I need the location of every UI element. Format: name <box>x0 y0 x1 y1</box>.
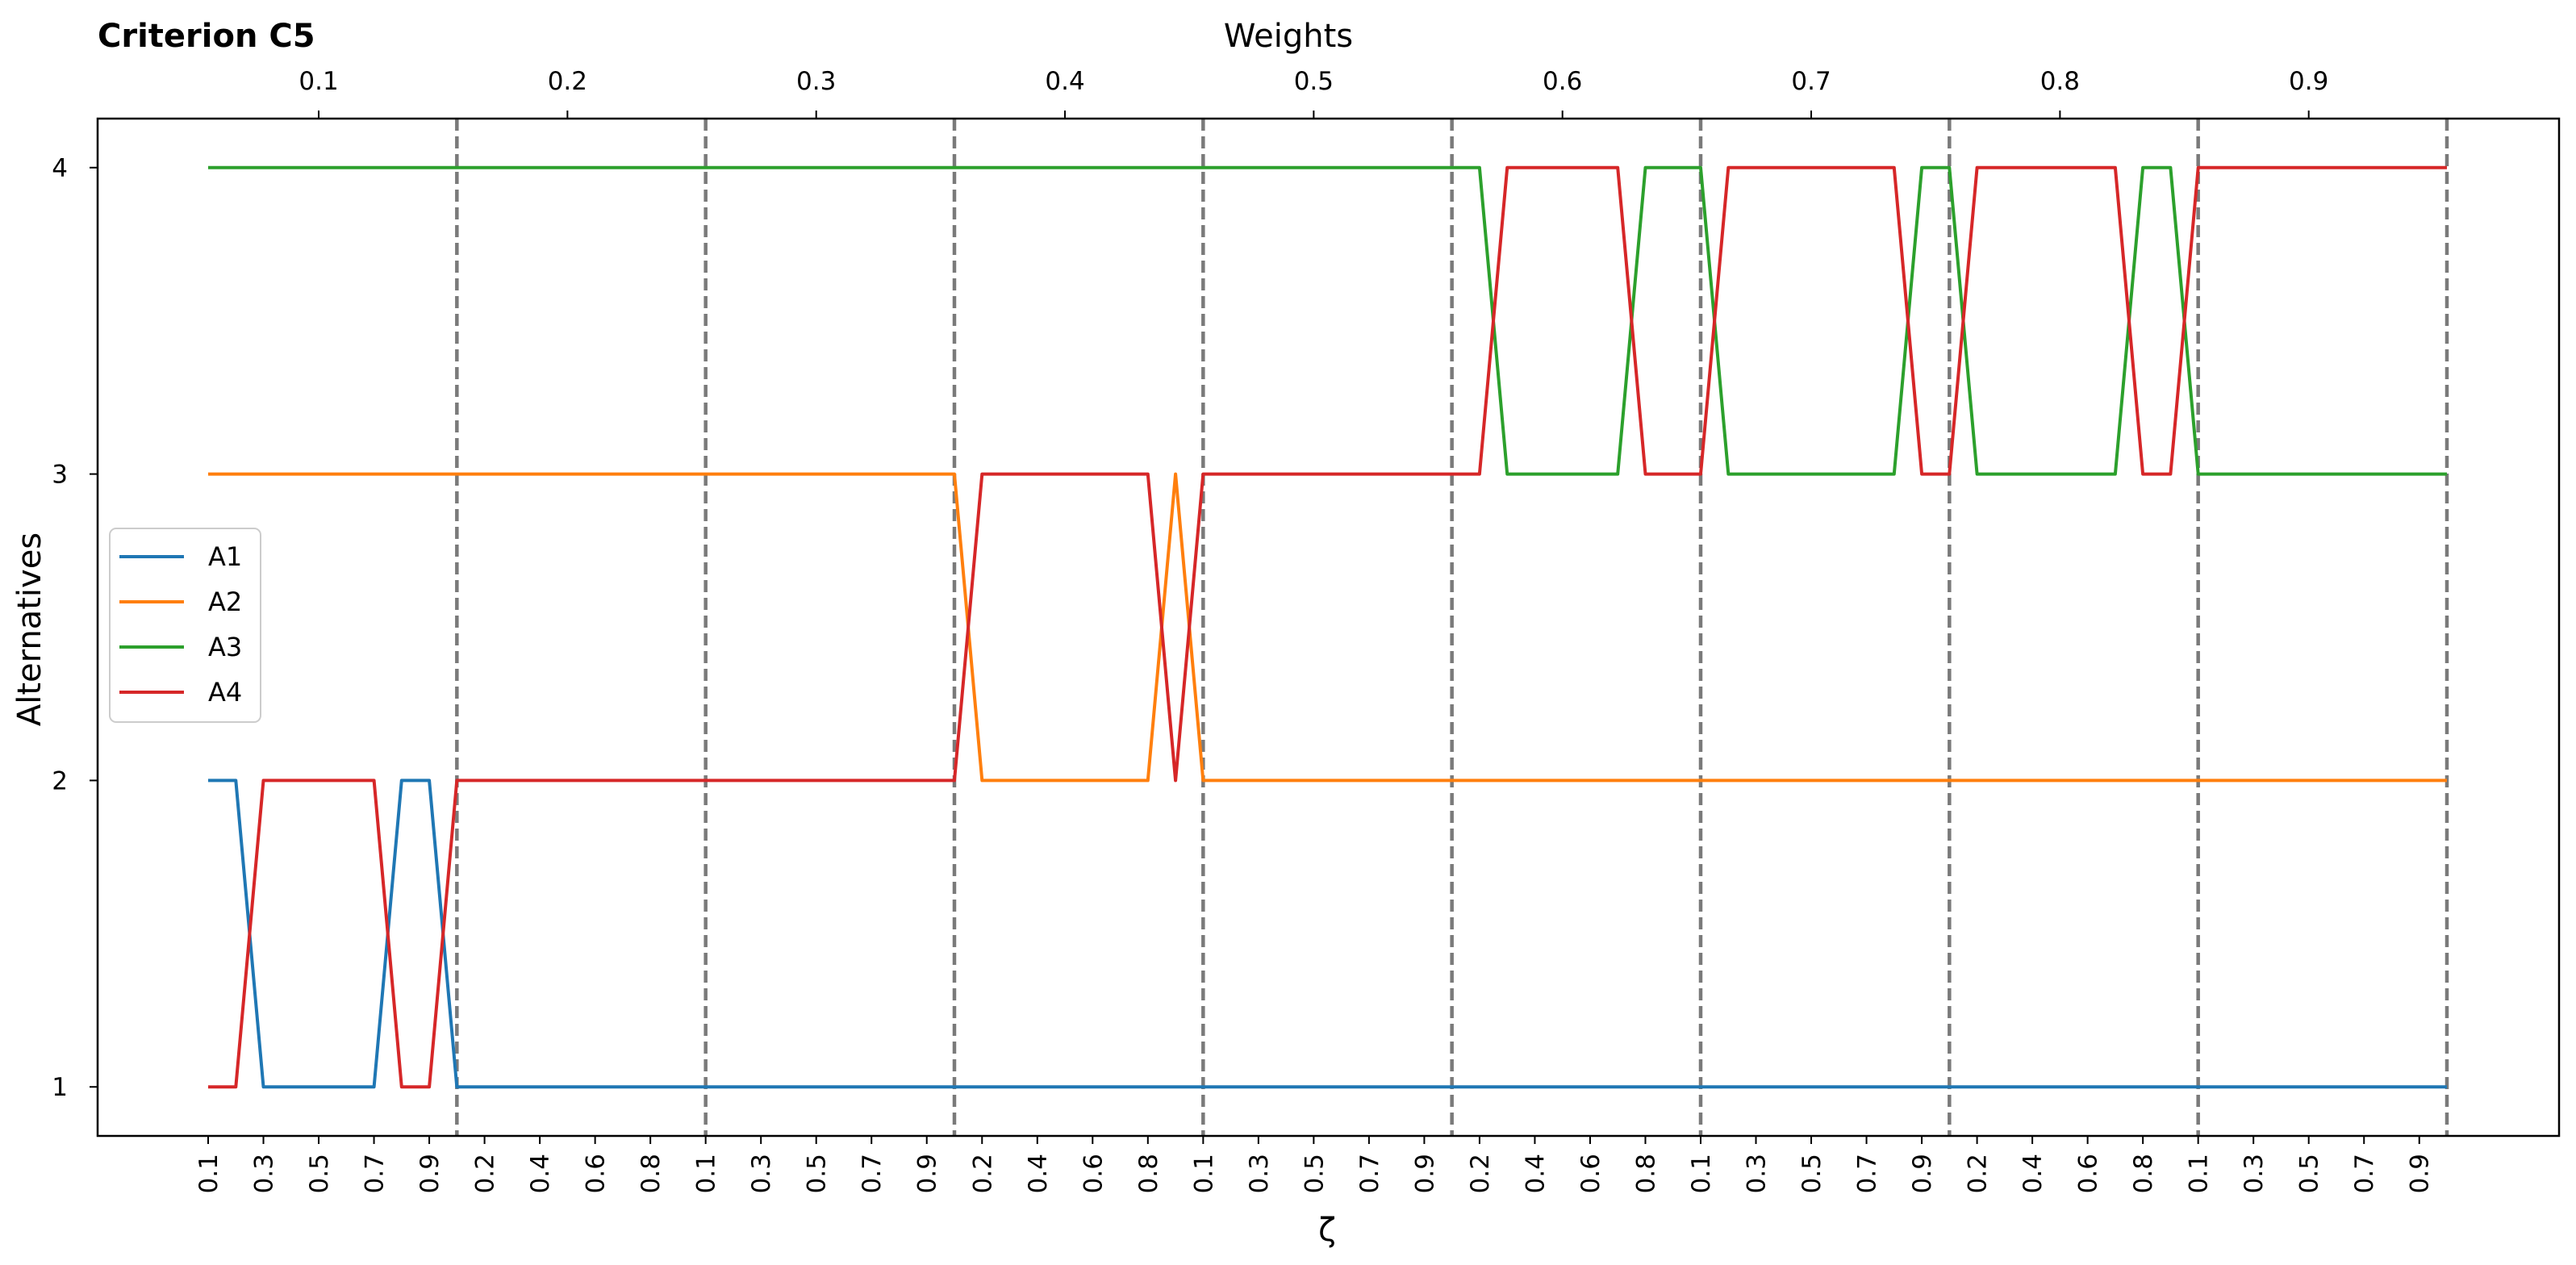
top-tick-label: 0.2 <box>548 67 587 96</box>
top-axis-title: Weights <box>1224 18 1353 55</box>
legend: A1 A2 A3 A4 <box>109 528 261 723</box>
bottom-tick-label: 0.8 <box>1631 1154 1660 1193</box>
bottom-tick-label: 0.3 <box>1743 1154 1772 1193</box>
bottom-tick-label: 0.7 <box>1853 1154 1882 1193</box>
bottom-tick-label: 0.9 <box>415 1154 445 1193</box>
plot-frame <box>96 117 2561 1138</box>
bottom-tick-label: 0.5 <box>1797 1154 1827 1193</box>
weight-separators <box>455 119 2449 1136</box>
bottom-tick-label: 0.9 <box>1410 1154 1439 1193</box>
bottom-tick-label: 0.4 <box>2019 1154 2048 1193</box>
bottom-tick-label: 0.6 <box>1079 1154 1108 1193</box>
bottom-axis-ticks: 0.1 0.3 0.5 0.7 0.9 0.2 0.4 0.6 0.8 0.1 0.3 0.5 0.7 0… <box>194 1136 2435 1193</box>
top-tick-label: 0.3 <box>796 67 836 96</box>
bottom-tick-label: 0.2 <box>1964 1154 1993 1193</box>
bottom-tick-label: 0.7 <box>2350 1154 2379 1193</box>
bottom-tick-label: 0.1 <box>692 1154 721 1193</box>
bottom-tick-label: 0.6 <box>582 1154 611 1193</box>
bottom-tick-label: 0.5 <box>803 1154 832 1193</box>
bottom-tick-label: 0.5 <box>305 1154 334 1193</box>
y-tick-label: 3 <box>52 461 68 490</box>
bottom-tick-label: 0.1 <box>194 1154 223 1193</box>
x-axis-title: ζ <box>1318 1212 1336 1249</box>
bottom-tick-label: 0.4 <box>1024 1154 1053 1193</box>
bottom-tick-label: 0.9 <box>913 1154 942 1193</box>
legend-label-a1: A1 <box>208 541 242 572</box>
bottom-tick-label: 0.8 <box>637 1154 666 1193</box>
bottom-tick-label: 0.3 <box>2240 1154 2269 1193</box>
bottom-tick-label: 0.6 <box>2074 1154 2103 1193</box>
bottom-tick-label: 0.1 <box>1687 1154 1716 1193</box>
top-tick-label: 0.1 <box>299 67 338 96</box>
bottom-tick-label: 0.2 <box>471 1154 500 1193</box>
bottom-tick-label: 0.4 <box>1521 1154 1550 1193</box>
bottom-tick-label: 0.7 <box>1355 1154 1384 1193</box>
y-axis-ticks: 1 2 3 4 <box>52 154 98 1102</box>
top-tick-label: 0.6 <box>1543 67 1582 96</box>
series-line-a4 <box>208 165 2447 1089</box>
bottom-tick-label: 0.7 <box>858 1154 887 1193</box>
series-lines <box>208 165 2447 1089</box>
bottom-tick-label: 0.6 <box>1576 1154 1605 1193</box>
bottom-tick-label: 0.3 <box>1245 1154 1274 1193</box>
bottom-tick-label: 0.9 <box>2406 1154 2435 1193</box>
legend-label-a3: A3 <box>208 632 242 662</box>
top-tick-label: 0.8 <box>2040 67 2080 96</box>
top-tick-label: 0.9 <box>2289 67 2328 96</box>
bottom-tick-label: 0.4 <box>526 1154 555 1193</box>
bottom-tick-label: 0.5 <box>1300 1154 1329 1193</box>
bottom-tick-label: 0.1 <box>1189 1154 1218 1193</box>
bottom-tick-label: 0.7 <box>361 1154 390 1193</box>
bottom-tick-label: 0.9 <box>1908 1154 1937 1193</box>
bottom-tick-label: 0.3 <box>747 1154 776 1193</box>
top-tick-label: 0.4 <box>1045 67 1084 96</box>
y-tick-label: 4 <box>52 154 68 183</box>
top-tick-label: 0.5 <box>1294 67 1334 96</box>
legend-box <box>109 528 261 723</box>
y-tick-label: 1 <box>52 1073 68 1102</box>
chart-title: Criterion C5 <box>98 18 315 55</box>
bottom-tick-label: 0.3 <box>250 1154 279 1193</box>
bottom-tick-label: 0.1 <box>2185 1154 2214 1193</box>
top-axis-ticks: 0.1 0.2 0.3 0.4 0.5 0.6 0.7 0.8 0.9 <box>299 67 2328 119</box>
top-tick-label: 0.7 <box>1791 67 1831 96</box>
legend-label-a2: A2 <box>208 587 242 617</box>
legend-label-a4: A4 <box>208 677 242 708</box>
bottom-tick-label: 0.2 <box>968 1154 997 1193</box>
bottom-tick-label: 0.8 <box>1134 1154 1163 1193</box>
bottom-tick-label: 0.8 <box>2129 1154 2158 1193</box>
y-tick-label: 2 <box>52 766 68 795</box>
y-axis-title: Alternatives <box>11 532 48 726</box>
bottom-tick-label: 0.5 <box>2295 1154 2324 1193</box>
series-line-a2 <box>208 472 2447 783</box>
bottom-tick-label: 0.2 <box>1466 1154 1495 1193</box>
